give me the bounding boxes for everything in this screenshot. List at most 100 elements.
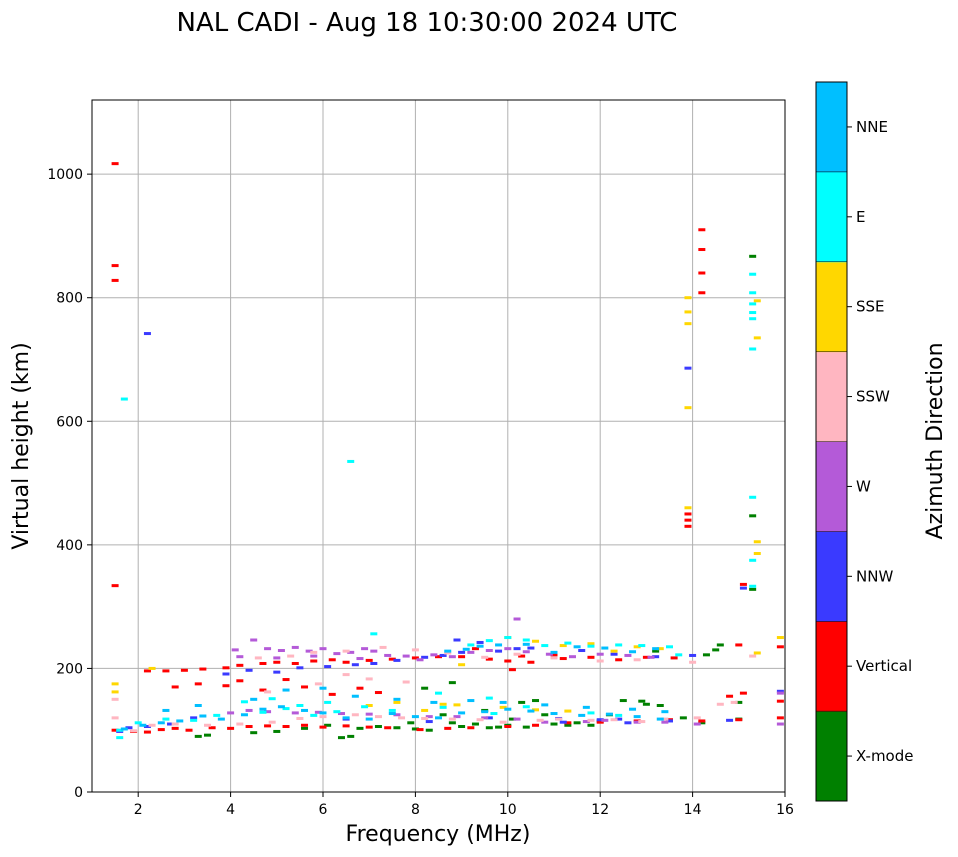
- echo-mark-w: [776, 722, 784, 726]
- echo-mark-vertical: [532, 723, 540, 727]
- echo-mark-sse: [753, 651, 761, 655]
- echo-mark-nnw: [222, 672, 230, 676]
- echo-mark-ssw: [476, 718, 484, 722]
- echo-mark-nnw: [624, 721, 632, 725]
- echo-mark-w: [568, 655, 576, 659]
- echo-mark-vertical: [485, 657, 493, 661]
- echo-mark-nnw: [351, 663, 359, 667]
- echo-mark-x-mode: [550, 722, 558, 726]
- echo-mark-nne: [541, 703, 549, 707]
- echo-mark-vertical: [227, 726, 235, 730]
- echo-mark-x-mode: [564, 723, 572, 727]
- echo-mark-x-mode: [642, 702, 650, 706]
- echo-mark-ssw: [596, 659, 604, 663]
- echo-mark-e: [749, 347, 757, 351]
- echo-mark-sse: [753, 540, 761, 544]
- echo-mark-vertical: [698, 291, 706, 295]
- echo-mark-x-mode: [716, 643, 724, 647]
- echo-mark-sse: [453, 703, 461, 707]
- echo-mark-w: [250, 638, 258, 642]
- echo-mark-w: [596, 652, 604, 656]
- x-tick-label: 16: [776, 802, 794, 818]
- echo-mark-nne: [527, 709, 535, 713]
- x-tick-label: 10: [499, 802, 517, 818]
- x-tick-label: 6: [319, 802, 328, 818]
- echo-mark-ssw: [310, 650, 318, 654]
- echo-mark-nne: [240, 713, 248, 717]
- colorbar-segment: [816, 261, 847, 353]
- echo-mark-x-mode: [458, 725, 466, 729]
- echo-mark-nne: [282, 688, 290, 692]
- echo-mark-w: [601, 718, 609, 722]
- echo-mark-vertical: [670, 656, 678, 660]
- colorbar-label: X-mode: [856, 747, 913, 765]
- echo-mark-ssw: [513, 652, 521, 656]
- echo-mark-ssw: [536, 718, 544, 722]
- echo-mark-nnw: [425, 720, 433, 724]
- echo-mark-nnw: [666, 719, 673, 723]
- echo-mark-x-mode: [749, 254, 757, 258]
- echo-mark-vertical: [171, 685, 179, 689]
- echo-mark-w: [333, 652, 341, 656]
- echo-mark-w: [504, 647, 512, 651]
- echo-mark-ssw: [319, 715, 327, 719]
- y-tick-label: 800: [56, 291, 83, 307]
- echo-mark-x-mode: [508, 717, 516, 721]
- echo-mark-x-mode: [250, 731, 258, 735]
- echo-mark-sse: [111, 682, 119, 686]
- colorbar-segment: [816, 351, 847, 442]
- echo-mark-sse: [633, 645, 641, 649]
- echo-mark-x-mode: [448, 721, 456, 725]
- echo-mark-e: [749, 584, 757, 588]
- echo-mark-nne: [499, 700, 507, 704]
- echo-mark-nne: [365, 717, 373, 721]
- echo-mark-nne: [629, 650, 637, 654]
- echo-mark-w: [337, 712, 345, 716]
- echo-mark-nnw: [190, 716, 198, 720]
- grid-lines: [92, 100, 785, 792]
- echo-mark-x-mode: [374, 725, 382, 729]
- echo-mark-w: [310, 654, 318, 658]
- echo-mark-nne: [217, 717, 225, 721]
- echo-mark-vertical: [444, 726, 452, 730]
- echo-mark-e: [370, 632, 378, 636]
- echo-mark-w: [647, 655, 655, 659]
- echo-mark-e: [120, 397, 128, 401]
- echo-mark-vertical: [185, 728, 193, 732]
- echo-mark-ssw: [130, 729, 138, 733]
- echo-mark-nnw: [296, 666, 304, 670]
- echo-mark-w: [227, 711, 235, 715]
- echo-mark-w: [370, 649, 378, 653]
- y-tick-label: 400: [56, 538, 83, 554]
- echo-mark-x-mode: [712, 648, 720, 652]
- echo-mark-nne: [652, 647, 660, 651]
- echo-mark-sse: [656, 647, 664, 651]
- echo-mark-w: [467, 650, 475, 654]
- echo-mark-w: [264, 647, 272, 651]
- echo-mark-nne: [162, 708, 170, 712]
- echo-mark-nnw: [495, 649, 503, 653]
- echo-mark-sse: [753, 299, 761, 303]
- echo-mark-nnw: [245, 668, 253, 672]
- echo-mark-nne: [277, 705, 285, 709]
- echo-mark-ssw: [730, 700, 738, 704]
- echo-mark-x-mode: [573, 721, 581, 725]
- echo-mark-w: [347, 650, 355, 654]
- y-axis-title: Virtual height (km): [9, 342, 34, 549]
- x-axis-ticks: 2 4 6 8 10 12 14 16: [134, 792, 794, 818]
- echo-mark-e: [749, 302, 757, 306]
- echo-mark-x-mode: [393, 726, 401, 730]
- echo-mark-e: [296, 704, 304, 707]
- echo-mark-ssw: [402, 680, 410, 684]
- echo-mark-vertical: [328, 658, 336, 662]
- echo-mark-nnw: [439, 653, 447, 657]
- echo-mark-w: [277, 649, 285, 653]
- y-tick-label: 0: [74, 785, 83, 801]
- echo-mark-e: [504, 636, 512, 640]
- echo-mark-w: [384, 653, 392, 657]
- echo-mark-vertical: [342, 660, 350, 664]
- echo-mark-nnw: [485, 716, 493, 720]
- echo-mark-ssw: [398, 716, 406, 720]
- echo-mark-x-mode: [749, 514, 757, 518]
- echo-mark-vertical: [416, 728, 424, 732]
